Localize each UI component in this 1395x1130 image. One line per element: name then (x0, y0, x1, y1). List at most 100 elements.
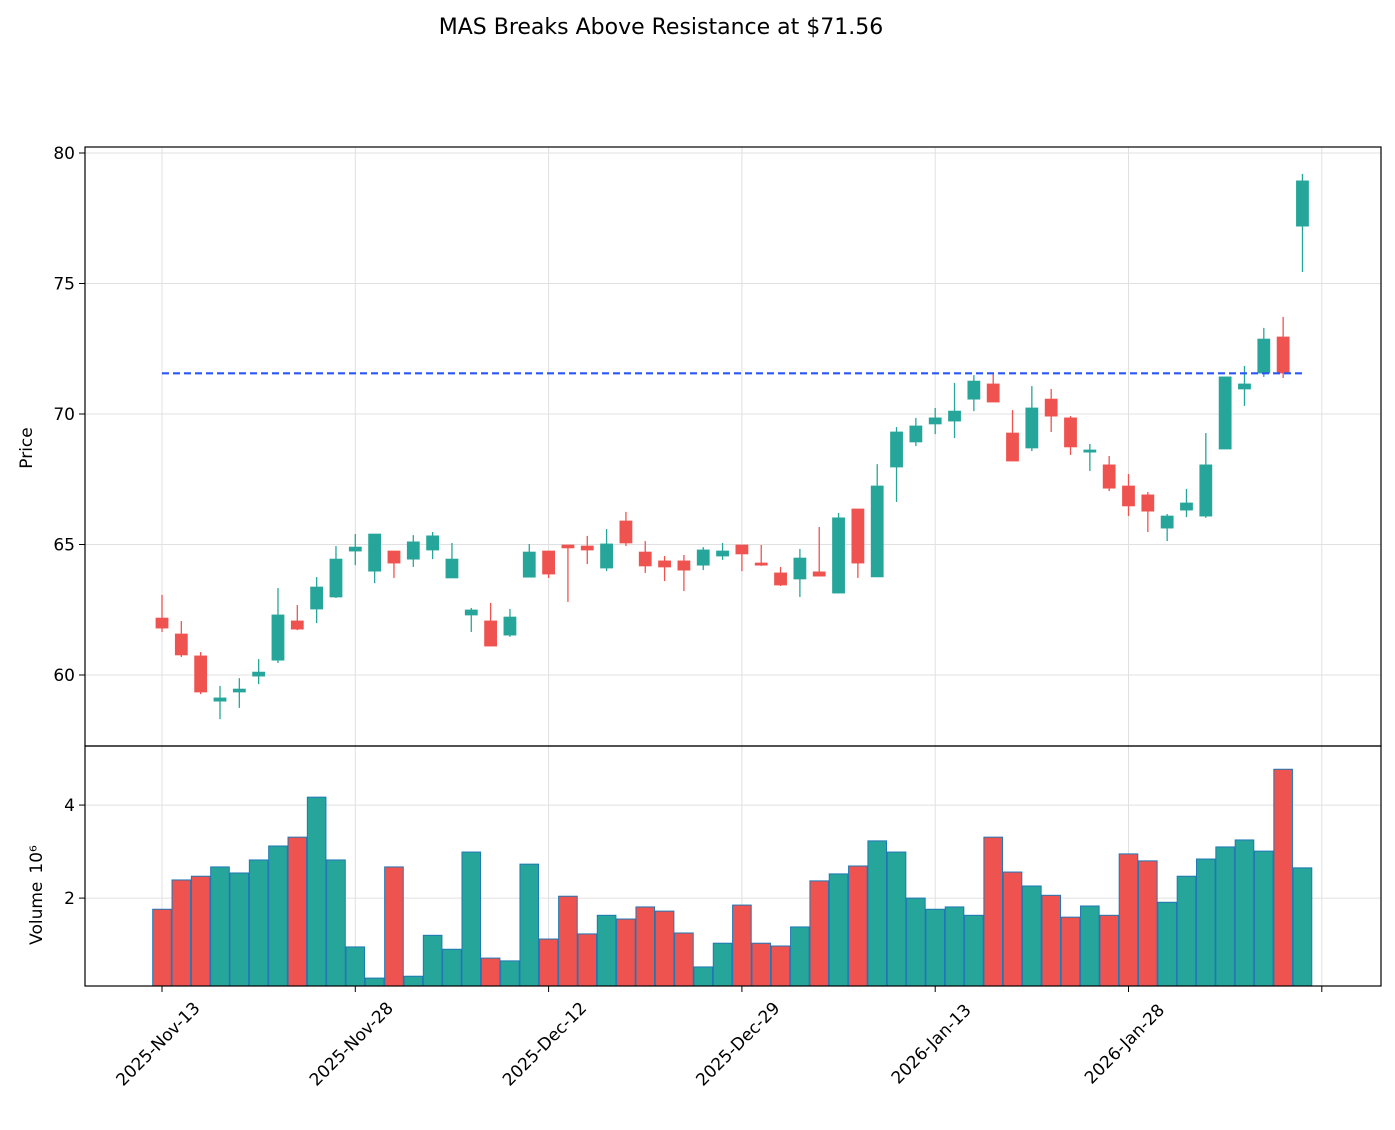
volume-bar (983, 836, 1003, 986)
candle-body (426, 535, 440, 551)
volume-bar (384, 866, 404, 986)
candle-body (406, 541, 420, 560)
candle-body (387, 550, 401, 564)
volume-bar (345, 946, 366, 986)
volume-bar (1215, 846, 1235, 986)
candle-body (1180, 502, 1193, 511)
candle-body (503, 616, 517, 636)
volume-bar (1022, 885, 1042, 986)
volume-bar (790, 926, 810, 986)
volume-bar (268, 845, 288, 986)
candle-body (696, 549, 710, 566)
volume-bar (1176, 875, 1197, 986)
candle-body (1141, 494, 1155, 512)
volume-bar (519, 863, 540, 986)
volume-bar (1118, 853, 1139, 986)
price-panel (85, 147, 1381, 746)
volume-bar (577, 933, 598, 986)
candle-body (832, 517, 845, 594)
volume-panel (85, 746, 1381, 986)
candle-body (1238, 383, 1251, 390)
candle-body (1102, 464, 1116, 489)
volume-bar (867, 840, 888, 986)
candle-body (329, 558, 343, 598)
candle-body (194, 655, 208, 693)
candle-body (967, 380, 981, 400)
candle-body (774, 572, 787, 586)
candle-body (658, 560, 671, 568)
candle-body (213, 697, 227, 702)
volume-label: Volume (27, 882, 47, 945)
candle-body (174, 633, 188, 656)
candle-body (870, 485, 884, 578)
volume-bar (306, 796, 327, 986)
candle-body (252, 671, 266, 677)
volume-axis-label: Volume 10⁶ (27, 845, 47, 945)
x-tick-label: 2026-Jan-13 (888, 1001, 976, 1089)
volume-bar (171, 879, 192, 986)
candle-body (1025, 407, 1039, 449)
candle-body (580, 545, 594, 551)
volume-bar (1080, 905, 1100, 986)
volume-bar (1234, 839, 1255, 986)
volume-bar (1002, 871, 1023, 986)
y-tick-label: 2 (64, 889, 75, 909)
volume-bar (364, 977, 385, 986)
candle-body (890, 431, 903, 468)
volume-bar (500, 960, 520, 986)
candle-body (600, 543, 613, 569)
volume-bar (461, 851, 482, 986)
candle-body (368, 533, 382, 572)
volume-offset-label: 10⁶ (27, 845, 47, 874)
volume-bar (480, 957, 501, 986)
candle-body (1083, 449, 1097, 453)
y-tick-label: 65 (53, 536, 75, 556)
candle-body (851, 508, 865, 564)
x-tick-label: 2025-Dec-29 (692, 998, 784, 1090)
candle-body (271, 614, 285, 661)
candle-body (1160, 515, 1174, 529)
y-axis-label: Price (17, 427, 37, 468)
candle-body (638, 551, 652, 567)
x-tick-label: 2025-Dec-12 (499, 998, 591, 1090)
candle-body (754, 562, 768, 566)
candle-body (1199, 464, 1213, 517)
volume-bar (152, 908, 172, 986)
candle-body (445, 558, 459, 579)
candle-body (348, 546, 362, 552)
y-tick-label: 4 (64, 796, 75, 816)
candle-body (542, 550, 555, 575)
candle-body (1044, 398, 1058, 417)
x-tick-label: 2026-Jan-28 (1081, 1001, 1169, 1089)
volume-bar (1060, 916, 1081, 986)
candle-body (1276, 336, 1290, 374)
candle-body (155, 617, 169, 629)
candle-body (290, 620, 304, 630)
volume-bar (403, 975, 424, 986)
volume-bar (616, 918, 636, 986)
volume-bar (287, 836, 308, 986)
candle-body (716, 550, 729, 557)
candle-body (561, 544, 575, 549)
volume-bar (828, 873, 849, 986)
candle-body (1218, 376, 1232, 450)
candle-body (948, 410, 961, 422)
candle-body (909, 425, 923, 443)
candle-body (1006, 432, 1019, 462)
volume-frame (84, 745, 1382, 987)
candle-body (793, 557, 807, 580)
volume-bar (248, 859, 269, 986)
volume-bar (925, 908, 946, 986)
candle-body (232, 688, 246, 693)
volume-bar (654, 910, 675, 986)
volume-bar (190, 875, 211, 986)
volume-bar (906, 897, 926, 986)
volume-bar (693, 966, 714, 986)
volume-bar (1138, 860, 1158, 986)
candle-body (522, 551, 536, 578)
volume-bar (1157, 901, 1177, 986)
candle-body (484, 620, 498, 647)
volume-bar (442, 948, 462, 986)
volume-bar (751, 942, 772, 986)
volume-bar (809, 880, 830, 986)
